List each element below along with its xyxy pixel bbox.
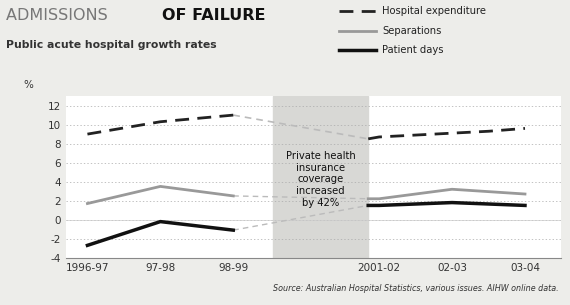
Text: Public acute hospital growth rates: Public acute hospital growth rates bbox=[6, 40, 217, 50]
Text: ADMISSIONS: ADMISSIONS bbox=[6, 8, 113, 23]
Text: Separations: Separations bbox=[382, 26, 441, 35]
Text: Private health
insurance
coverage
increased
by 42%: Private health insurance coverage increa… bbox=[286, 151, 356, 208]
Bar bbox=[274, 96, 368, 258]
Text: Patient days: Patient days bbox=[382, 45, 443, 55]
Text: %: % bbox=[23, 80, 33, 90]
Text: Source: Australian Hospital Statistics, various issues. AIHW online data.: Source: Australian Hospital Statistics, … bbox=[273, 284, 559, 293]
Text: Hospital expenditure: Hospital expenditure bbox=[382, 6, 486, 16]
Text: OF FAILURE: OF FAILURE bbox=[162, 8, 266, 23]
